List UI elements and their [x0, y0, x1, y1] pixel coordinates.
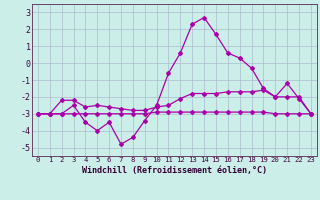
X-axis label: Windchill (Refroidissement éolien,°C): Windchill (Refroidissement éolien,°C)	[82, 166, 267, 175]
